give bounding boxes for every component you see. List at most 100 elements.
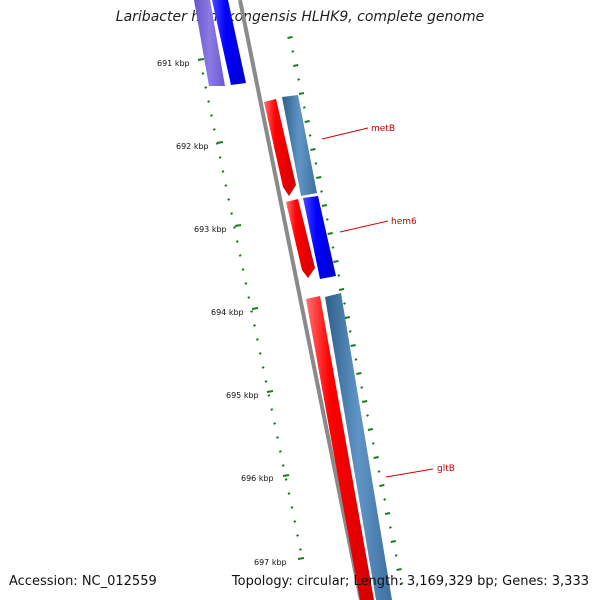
- gc-tick: [270, 408, 274, 411]
- gc-tick: [356, 372, 362, 375]
- gc-tick: [384, 512, 391, 515]
- gc-tick: [367, 428, 374, 431]
- gc-tick: [314, 162, 318, 165]
- gc-tick: [327, 232, 333, 235]
- gc-tick: [371, 442, 375, 445]
- gene-label-gltB[interactable]: gltB: [437, 464, 455, 474]
- scale-tick: [251, 307, 259, 310]
- gc-tick: [298, 92, 305, 95]
- gc-tick: [255, 338, 259, 341]
- gc-tick: [360, 386, 364, 389]
- gc-tick: [390, 540, 397, 543]
- gc-tick: [212, 128, 216, 131]
- gc-tick: [308, 134, 312, 137]
- gc-tick: [337, 274, 341, 277]
- gc-tick: [331, 246, 335, 249]
- gc-tick: [227, 198, 231, 201]
- gc-tick: [321, 204, 328, 207]
- forward-gene-1[interactable]: [264, 99, 296, 196]
- gc-tick: [290, 506, 294, 509]
- gc-tick: [310, 148, 316, 151]
- gc-tick: [230, 212, 234, 215]
- gc-tick: [291, 50, 295, 53]
- genome-backbone: [238, 0, 363, 600]
- scale-label: 695 kbp: [226, 391, 259, 400]
- gc-tick: [258, 352, 262, 355]
- upstream-gene-purple[interactable]: [194, 0, 225, 86]
- gc-tick: [348, 330, 352, 333]
- gc-tick: [354, 358, 358, 361]
- gc-tick: [377, 470, 381, 473]
- gc-tick: [338, 288, 345, 291]
- gc-tick: [396, 568, 402, 571]
- gc-tick: [232, 226, 236, 229]
- scale-tick: [266, 390, 274, 393]
- gc-tick: [293, 520, 297, 523]
- genome-summary-text: Topology: circular; Length: 3,169,329 bp…: [231, 574, 589, 589]
- gc-tick: [361, 400, 368, 403]
- gc-tick: [204, 86, 208, 89]
- gc-tick: [218, 156, 222, 159]
- gc-tick: [350, 344, 356, 347]
- gc-tick: [373, 456, 379, 459]
- gc-tick: [221, 170, 225, 173]
- gc-tick: [383, 498, 387, 501]
- gc-tick: [273, 422, 277, 425]
- gene-gltB-feature[interactable]: [325, 293, 392, 600]
- gc-tick: [379, 484, 385, 487]
- gc-tick: [261, 366, 265, 369]
- gc-tick: [325, 218, 329, 221]
- scale-label: 691 kbp: [157, 59, 190, 68]
- forward-gene-3[interactable]: [306, 296, 374, 600]
- gc-tick: [224, 184, 228, 187]
- gc-tick: [281, 464, 285, 467]
- gc-tick: [389, 526, 392, 529]
- scale-tick: [297, 557, 305, 560]
- gc-content-track: [198, 36, 404, 585]
- gc-tick: [264, 380, 268, 383]
- gc-tick: [343, 302, 346, 305]
- gene-hem6-feature[interactable]: [303, 196, 336, 279]
- gc-tick: [276, 436, 279, 439]
- gc-tick: [284, 478, 288, 481]
- gene-metB-feature[interactable]: [282, 95, 317, 196]
- gc-tick: [394, 554, 398, 557]
- gc-tick: [302, 106, 306, 109]
- gc-tick: [278, 450, 282, 453]
- gc-tick: [316, 176, 322, 179]
- gc-tick: [320, 190, 324, 193]
- gc-tick: [235, 240, 239, 243]
- gc-tick: [287, 36, 293, 39]
- scale-tick: [234, 224, 242, 227]
- forward-gene-2[interactable]: [286, 199, 315, 278]
- gc-tick: [210, 114, 213, 117]
- scale-tick: [282, 474, 290, 477]
- gc-tick: [293, 64, 299, 67]
- gc-tick: [253, 324, 256, 327]
- reverse-strand-track: [194, 0, 392, 600]
- gc-tick: [247, 296, 251, 299]
- gc-tick: [333, 260, 339, 263]
- gene-labels: metB hem6 gltB: [321, 124, 455, 478]
- gc-tick: [238, 254, 242, 257]
- gene-label-leader: [339, 220, 389, 233]
- gc-tick: [304, 120, 310, 123]
- gene-label-leader: [385, 468, 434, 478]
- gc-tick: [201, 72, 205, 75]
- scale-label: 694 kbp: [211, 308, 244, 317]
- upstream-gene-blue[interactable]: [212, 0, 246, 85]
- scale-label: 692 kbp: [176, 142, 209, 151]
- accession-text: Accession: NC_012559: [9, 574, 157, 589]
- gc-tick: [244, 282, 248, 285]
- position-scale: 691 kbp 692 kbp 693 kbp 694 kbp 695 kbp …: [157, 58, 305, 567]
- gene-label-leader: [321, 127, 369, 140]
- gene-label-metB[interactable]: metB: [371, 124, 395, 134]
- gc-tick: [400, 582, 404, 585]
- gc-tick: [299, 548, 302, 551]
- gc-tick: [241, 268, 245, 271]
- scale-label: 693 kbp: [194, 225, 227, 234]
- scale-label: 697 kbp: [254, 558, 287, 567]
- gc-tick: [296, 534, 300, 537]
- gene-label-hem6[interactable]: hem6: [391, 217, 417, 227]
